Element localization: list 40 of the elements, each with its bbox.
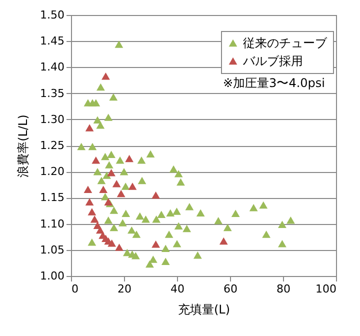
y-tick-label: 1.15 [40,191,64,204]
x-tick-label: 0 [72,282,78,296]
x-tick-label: 60 [224,282,238,296]
point [90,215,99,223]
point [112,180,121,188]
point [102,72,110,80]
x-tick-label: 40 [170,282,184,296]
point [99,186,108,193]
point [84,186,92,193]
y-tick-label: 1.25 [40,139,64,152]
y-tick-label: 1.35 [40,86,64,100]
point [152,240,160,248]
y-tick-label: 1.20 [40,165,64,178]
y-tick-label: 1.45 [40,34,64,48]
point [219,237,228,245]
point [152,191,160,199]
point [128,182,137,190]
legend-label: 従来のチューブ [243,36,328,50]
point [125,154,134,162]
y-tick-label: 1.00 [40,270,64,282]
x-tick-label: 80 [276,282,290,296]
legend-label: バルブ採用 [242,54,303,68]
point [85,198,94,206]
x-axis-title: 充填量(L) [178,302,230,316]
y-tick-label: 1.10 [40,217,64,230]
point [88,208,96,216]
point [108,239,116,247]
annotation: ※加圧量3〜4.0psi [223,76,325,90]
y-tick-label: 1.40 [40,60,64,74]
y-tick-label: 1.30 [40,112,64,126]
point [115,244,124,251]
x-tick-label: 20 [118,282,132,296]
point [85,124,94,132]
point [107,169,116,176]
x-tick-label: 100 [316,282,336,296]
point [116,190,126,198]
y-tick-label: 1.50 [40,8,64,22]
y-tick-label: 1.05 [40,243,64,256]
y-axis-title: 浪費率(L/L) [16,114,30,178]
point [92,156,100,164]
